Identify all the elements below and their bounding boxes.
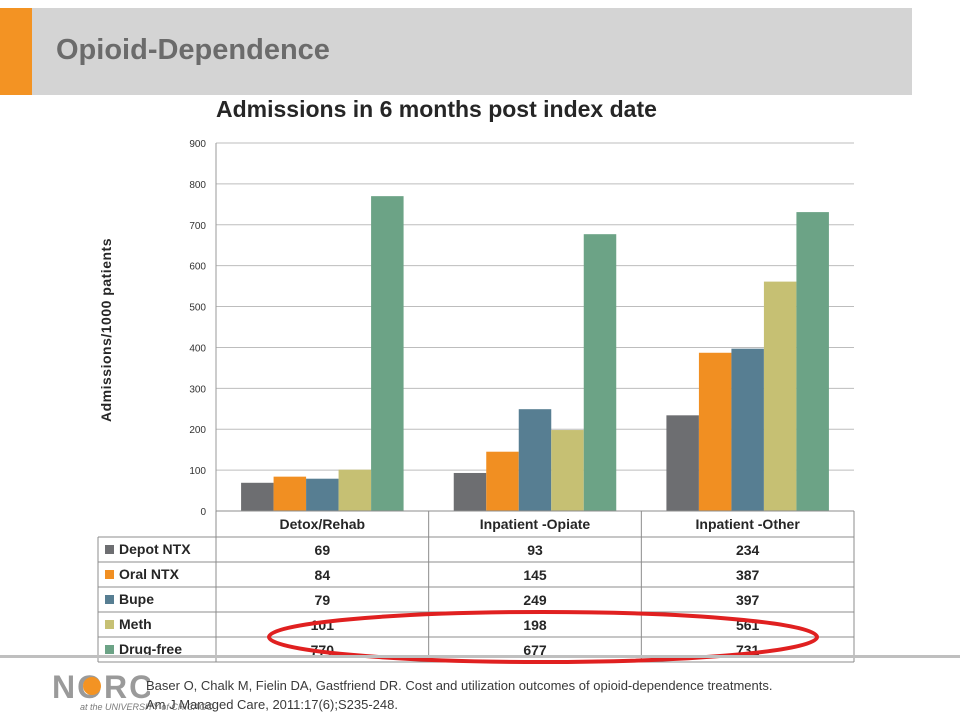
bar-oral-ntx	[486, 451, 519, 511]
data-value: 79	[315, 592, 331, 608]
data-value: 69	[315, 542, 331, 558]
y-tick-label: 300	[189, 384, 206, 395]
citation-line-1: Baser O, Chalk M, Fielin DA, Gastfriend …	[146, 678, 773, 693]
data-value: 198	[523, 617, 547, 633]
bar-bupe	[518, 409, 552, 511]
logo-subtext: at the UNIVERSITY of CHICAGO	[80, 702, 214, 712]
bar-drug-free	[796, 212, 829, 511]
bar-depot-ntx	[453, 472, 487, 511]
legend-swatch	[105, 545, 114, 554]
data-value: 84	[315, 567, 331, 583]
norc-logo: NORC	[52, 669, 150, 705]
y-tick-label: 800	[189, 180, 206, 191]
y-tick-label: 700	[189, 221, 206, 232]
legend-swatch	[105, 595, 114, 604]
y-tick-label: 600	[189, 262, 206, 273]
title-accent-bar	[0, 8, 32, 95]
legend-label: Meth	[119, 616, 152, 632]
legend-label: Oral NTX	[119, 566, 180, 582]
bar-depot-ntx	[241, 482, 274, 511]
bar-drug-free	[371, 196, 404, 511]
bar-oral-ntx	[698, 352, 732, 511]
legend-label: Drug-free	[119, 641, 182, 657]
data-value: 234	[736, 542, 760, 558]
category-label: Inpatient -Opiate	[480, 516, 591, 532]
footer-divider	[0, 655, 960, 658]
data-value: 249	[523, 592, 547, 608]
category-label: Detox/Rehab	[280, 516, 366, 532]
highlight-ellipse	[267, 610, 819, 664]
y-tick-label: 500	[189, 303, 206, 314]
citation-line-2: Am J Managed Care, 2011:17(6);S235-248.	[146, 697, 398, 712]
bar-meth	[551, 430, 584, 511]
category-label: Inpatient -Other	[696, 516, 801, 532]
bar-drug-free	[583, 234, 617, 511]
bar-meth	[763, 281, 797, 511]
slide-title: Opioid-Dependence	[56, 34, 330, 66]
bar-meth	[338, 469, 372, 511]
y-tick-label: 100	[189, 466, 206, 477]
logo-sun-icon	[83, 677, 101, 695]
y-tick-label: 400	[189, 343, 206, 354]
chart-title: Admissions in 6 months post index date	[216, 96, 657, 122]
data-value: 677	[523, 642, 547, 658]
data-value: 387	[736, 567, 760, 583]
title-bar: Opioid-Dependence	[32, 8, 912, 95]
bar-bupe	[306, 478, 339, 511]
legend-swatch	[105, 620, 114, 629]
y-tick-label: 0	[200, 507, 206, 518]
legend-swatch	[105, 645, 114, 654]
bar-depot-ntx	[666, 415, 699, 511]
y-tick-label: 200	[189, 425, 206, 436]
legend-label: Bupe	[119, 591, 154, 607]
legend-label: Depot NTX	[119, 541, 191, 557]
data-value: 397	[736, 592, 760, 608]
bar-oral-ntx	[273, 476, 307, 511]
data-value: 145	[523, 567, 547, 583]
y-tick-label: 900	[189, 139, 206, 150]
legend-swatch	[105, 570, 114, 579]
logo-wordmark: NORC	[52, 669, 150, 705]
citation: Baser O, Chalk M, Fielin DA, Gastfriend …	[146, 676, 772, 714]
bar-bupe	[731, 348, 764, 511]
data-value: 93	[527, 542, 543, 558]
